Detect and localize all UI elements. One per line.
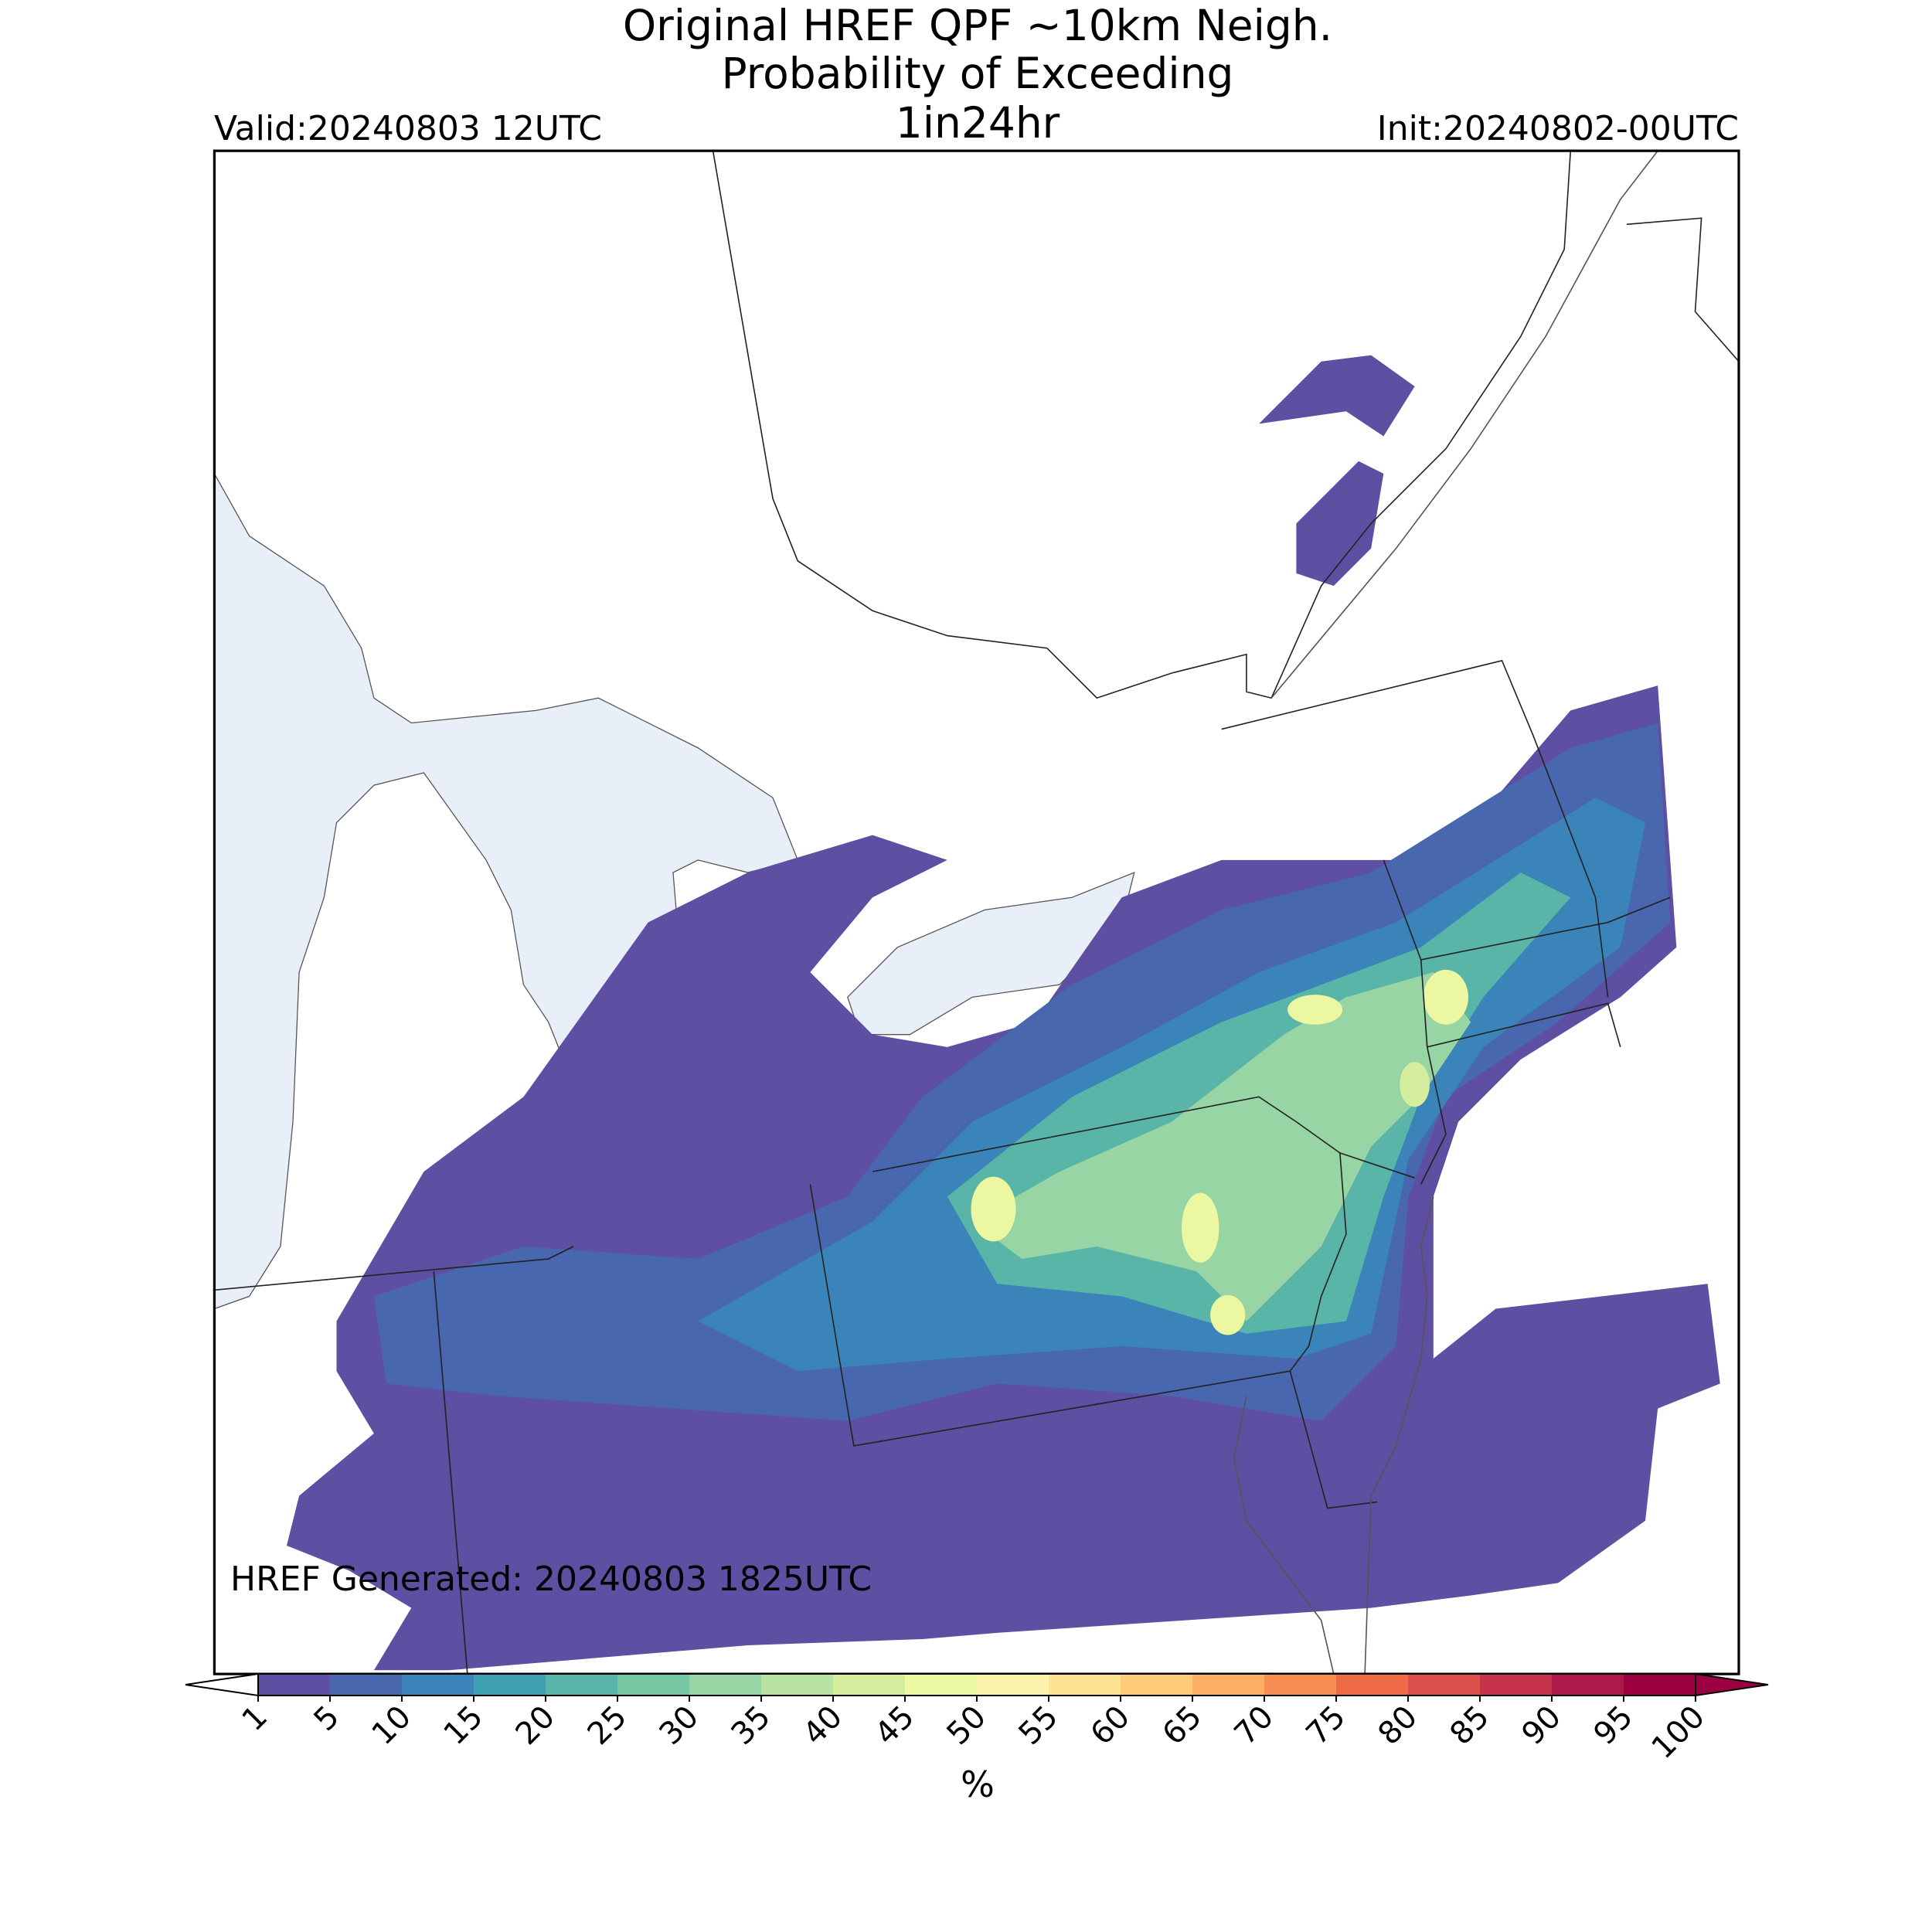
colorbar-tick-label: 95 <box>1587 1699 1641 1753</box>
map-layers <box>214 151 1739 1675</box>
colorbar-segment <box>761 1674 834 1696</box>
colorbar-tick-label: 90 <box>1515 1699 1569 1753</box>
colorbar-segment <box>977 1674 1049 1696</box>
colorbar-under <box>185 1672 259 1697</box>
colorbar-segment <box>1192 1674 1265 1696</box>
colorbar-segment <box>1336 1674 1409 1696</box>
colorbar-tick-label: 60 <box>1084 1699 1138 1753</box>
colorbar-segment <box>1480 1674 1553 1696</box>
colorbar-segment <box>833 1674 906 1696</box>
colorbar-tick-label: 55 <box>1012 1699 1066 1753</box>
colorbar-tick-label: 100 <box>1645 1699 1713 1767</box>
init-time: Init:20240802-00UTC <box>1377 109 1739 148</box>
colorbar-tick-label: 40 <box>797 1699 850 1753</box>
colorbar-tick-label: 1 <box>236 1699 275 1739</box>
colorbar-tick-label: 5 <box>308 1699 347 1739</box>
colorbar-tick-label: 20 <box>509 1699 563 1753</box>
map <box>213 149 1740 1675</box>
colorbar-segment <box>1049 1674 1121 1696</box>
colorbar-tick-label: 10 <box>366 1699 419 1753</box>
colorbar-tick-label: 85 <box>1444 1699 1497 1753</box>
borders <box>214 151 1739 1675</box>
colorbar-tick-label: 15 <box>437 1699 491 1753</box>
colorbar-over <box>1695 1672 1769 1697</box>
valid-time: Valid:20240803 12UTC <box>214 109 602 148</box>
colorbar-tick-label: 50 <box>940 1699 994 1753</box>
title-line: Probability of Exceeding <box>722 49 1234 98</box>
colorbar-segment <box>402 1674 474 1696</box>
colorbar-tick-label: 25 <box>581 1699 634 1753</box>
colorbar-tick-label: 75 <box>1300 1699 1353 1753</box>
colorbar-segment <box>1552 1674 1624 1696</box>
colorbar-tick-label: 70 <box>1228 1699 1281 1753</box>
colorbar-segment <box>1121 1674 1193 1696</box>
colorbar-segment <box>1624 1674 1696 1696</box>
colorbar: 1 5 10 15 20 25 30 35 40 45 50 55 60 65 70 75 80 85 90 95 10… <box>185 1672 1769 1767</box>
probability-field <box>286 355 1720 1671</box>
title-line: 1in24hr <box>896 98 1060 148</box>
colorbar-segment <box>905 1674 978 1696</box>
colorbar-segment <box>474 1674 546 1696</box>
colorbar-tick-label: 45 <box>869 1699 922 1753</box>
title-line: Original HREF QPF ~10km Neigh. <box>623 1 1332 50</box>
colorbar-tick-label: 65 <box>1156 1699 1209 1753</box>
colorbar-label: % <box>961 1764 995 1805</box>
colorbar-segment <box>330 1674 403 1696</box>
colorbar-tick-label: 35 <box>725 1699 778 1753</box>
colorbar-segment <box>258 1674 331 1696</box>
colorbar-segment <box>1408 1674 1481 1696</box>
colorbar-tick-label: 80 <box>1372 1699 1425 1753</box>
colorbar-segment <box>546 1674 618 1696</box>
colorbar-segment <box>617 1674 690 1696</box>
colorbar-tick-label: 30 <box>653 1699 706 1753</box>
colorbar-segment <box>1264 1674 1337 1696</box>
generated-time: HREF Generated: 20240803 1825UTC <box>230 1560 872 1599</box>
coastline <box>1233 151 1658 1675</box>
colorbar-segment <box>689 1674 762 1696</box>
